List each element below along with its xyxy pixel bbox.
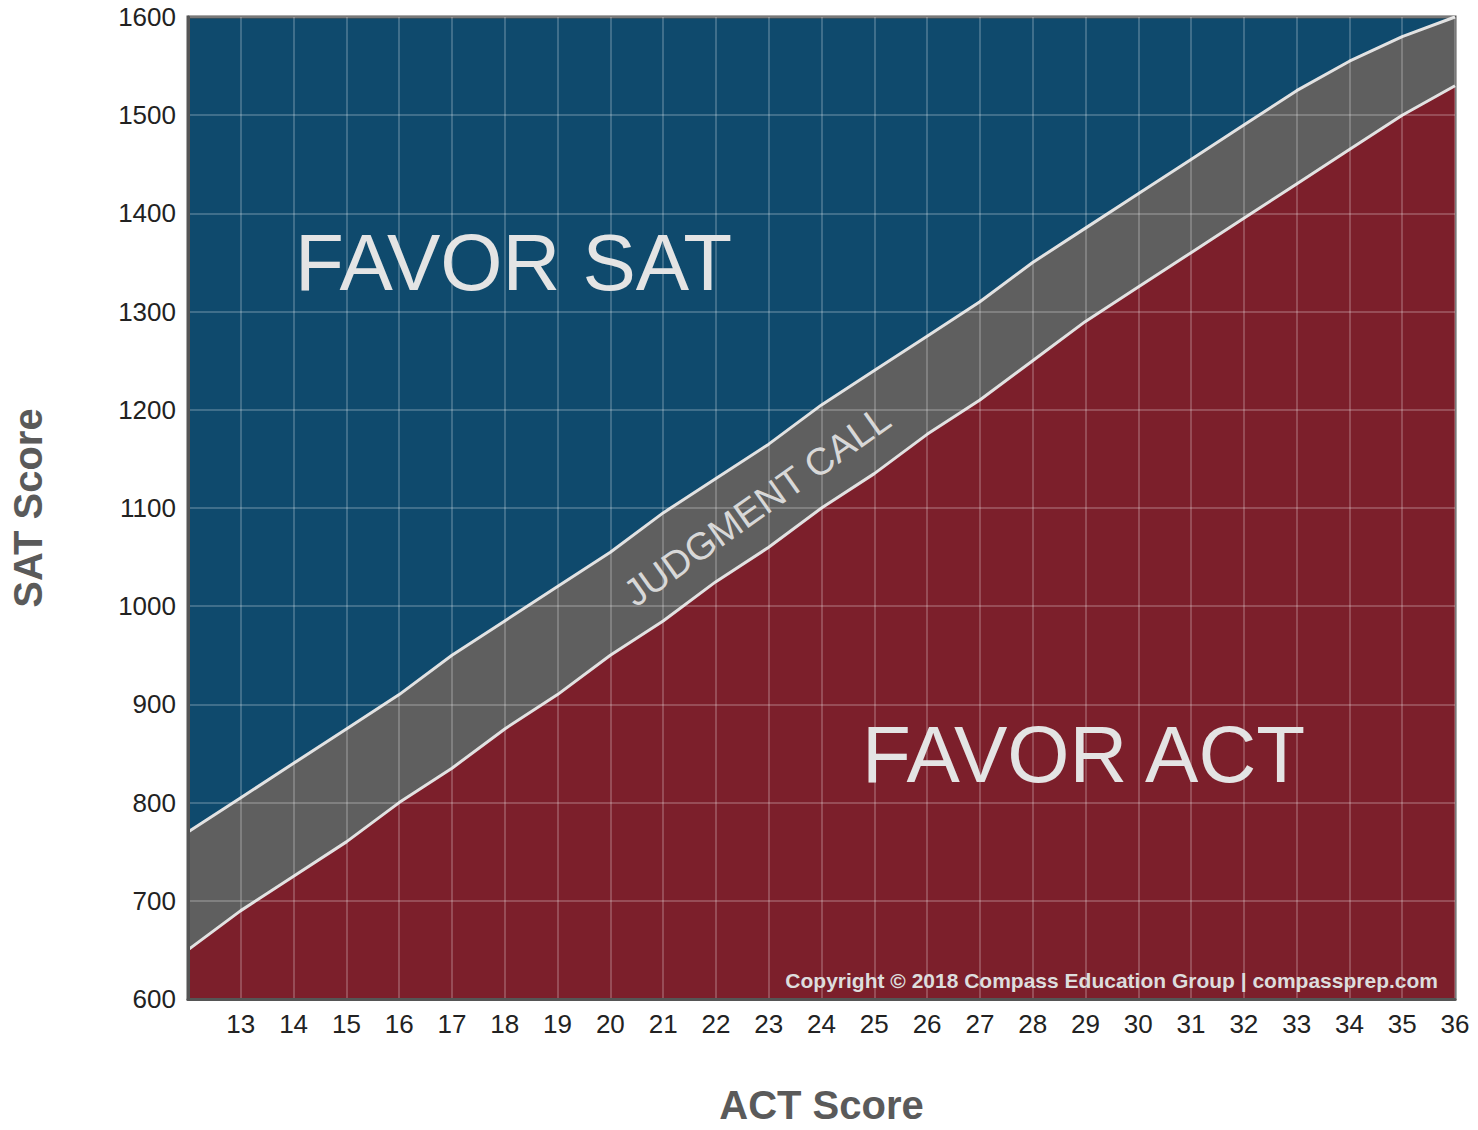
svg-text:23: 23 <box>754 1009 783 1039</box>
svg-text:1500: 1500 <box>118 100 176 130</box>
svg-text:32: 32 <box>1229 1009 1258 1039</box>
svg-text:30: 30 <box>1124 1009 1153 1039</box>
svg-text:31: 31 <box>1177 1009 1206 1039</box>
svg-text:13: 13 <box>226 1009 255 1039</box>
svg-text:1200: 1200 <box>118 395 176 425</box>
svg-text:Copyright © 2018 Compass Educa: Copyright © 2018 Compass Education Group… <box>785 969 1438 992</box>
svg-text:SAT Score: SAT Score <box>6 408 50 607</box>
svg-text:FAVOR SAT: FAVOR SAT <box>295 218 732 307</box>
svg-text:26: 26 <box>913 1009 942 1039</box>
svg-text:FAVOR ACT: FAVOR ACT <box>862 710 1305 799</box>
svg-text:16: 16 <box>385 1009 414 1039</box>
svg-text:27: 27 <box>965 1009 994 1039</box>
svg-text:35: 35 <box>1388 1009 1417 1039</box>
svg-text:ACT Score: ACT Score <box>719 1083 924 1127</box>
svg-text:14: 14 <box>279 1009 308 1039</box>
svg-text:22: 22 <box>701 1009 730 1039</box>
svg-text:29: 29 <box>1071 1009 1100 1039</box>
svg-text:800: 800 <box>133 788 176 818</box>
svg-text:15: 15 <box>332 1009 361 1039</box>
svg-text:21: 21 <box>649 1009 678 1039</box>
svg-text:24: 24 <box>807 1009 836 1039</box>
svg-text:1100: 1100 <box>120 493 176 523</box>
svg-text:36: 36 <box>1441 1009 1470 1039</box>
svg-text:1400: 1400 <box>118 198 176 228</box>
svg-text:1300: 1300 <box>118 297 176 327</box>
svg-text:19: 19 <box>543 1009 572 1039</box>
svg-text:33: 33 <box>1282 1009 1311 1039</box>
svg-text:17: 17 <box>437 1009 466 1039</box>
svg-text:900: 900 <box>133 689 176 719</box>
svg-text:600: 600 <box>133 984 176 1014</box>
svg-text:25: 25 <box>860 1009 889 1039</box>
svg-text:700: 700 <box>133 886 176 916</box>
svg-text:28: 28 <box>1018 1009 1047 1039</box>
svg-text:34: 34 <box>1335 1009 1364 1039</box>
svg-text:1600: 1600 <box>118 2 176 32</box>
svg-text:1000: 1000 <box>118 591 176 621</box>
svg-text:18: 18 <box>490 1009 519 1039</box>
svg-text:JUDGMENT CALL: JUDGMENT CALL <box>616 397 898 614</box>
svg-text:20: 20 <box>596 1009 625 1039</box>
